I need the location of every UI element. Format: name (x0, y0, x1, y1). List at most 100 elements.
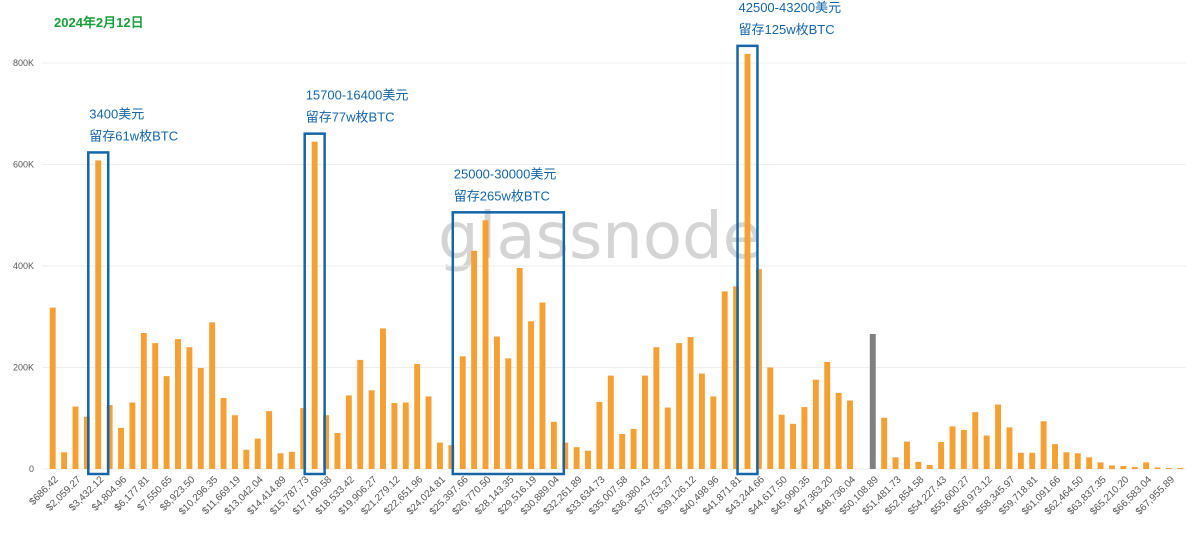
bar (368, 390, 375, 469)
bar (926, 464, 933, 469)
bar (402, 402, 409, 469)
bar (790, 423, 797, 469)
bar (1097, 462, 1104, 469)
annotations: 留存61w枚BTC 3400美元 留存77w枚BTC 15700-16400美元留存2… (87, 0, 842, 476)
bar (175, 339, 181, 469)
bar (448, 445, 455, 469)
y-tick-label: 800K (13, 58, 34, 68)
bar (1131, 466, 1138, 469)
bar (539, 302, 546, 469)
bar (1177, 467, 1184, 469)
bar (334, 432, 341, 469)
annotation-price-range: 42500-43200美元 (739, 0, 842, 15)
highlight-box (303, 132, 326, 476)
bar (414, 363, 421, 469)
bar (243, 449, 250, 469)
bar (835, 392, 842, 469)
bar (585, 450, 591, 469)
bar (493, 336, 500, 469)
bar (345, 395, 352, 469)
bar (881, 417, 888, 469)
bar (1120, 465, 1127, 469)
bar (653, 347, 660, 469)
bar (915, 461, 922, 469)
bar (459, 356, 466, 469)
bar (733, 286, 740, 469)
bar (630, 428, 637, 469)
current-price-bar (869, 334, 876, 469)
bar (436, 442, 443, 469)
bar (72, 406, 79, 469)
bar (425, 396, 432, 469)
bar (1154, 467, 1161, 469)
bar (231, 415, 238, 469)
bar (778, 414, 785, 469)
annotation-holding: 留存77w枚BTC (306, 110, 395, 125)
bar (311, 141, 318, 469)
annotation-holding: 留存265w枚BTC (454, 188, 550, 203)
bar (186, 347, 193, 469)
bar (801, 407, 808, 469)
bar (300, 408, 307, 469)
bar (277, 453, 284, 469)
bar (118, 427, 124, 469)
bar (550, 421, 557, 469)
bar (516, 268, 523, 469)
x-axis-ticks: $686.42$2,059.27$3,432.12$4,804.96$6,177… (27, 474, 1177, 517)
y-tick-label: 600K (13, 160, 34, 170)
bar (1017, 452, 1024, 469)
bar (129, 402, 136, 469)
date-label: 2024年2月12日 (54, 15, 144, 30)
bar (482, 220, 489, 469)
highlight-box (451, 211, 566, 476)
bar (892, 457, 899, 469)
bar (767, 367, 774, 469)
y-tick-label: 0 (29, 464, 34, 474)
highlight-box (736, 44, 759, 476)
bar (380, 328, 386, 469)
bar (949, 426, 956, 469)
bar (573, 447, 580, 469)
bar (1063, 452, 1070, 469)
bar (1006, 427, 1013, 469)
bar (607, 375, 614, 469)
annotation-price-range: 15700-16400美元 (306, 88, 409, 103)
bar (266, 411, 273, 469)
bar (847, 400, 853, 469)
bar (664, 407, 671, 469)
bar (812, 379, 819, 469)
bar (61, 452, 68, 469)
y-tick-label: 200K (13, 363, 34, 373)
bar (983, 435, 990, 469)
bar (744, 53, 751, 470)
bar (642, 375, 648, 469)
bar (903, 441, 910, 469)
bar (95, 160, 102, 469)
bar (49, 307, 56, 469)
bar (676, 343, 683, 469)
bar (1052, 444, 1058, 469)
annotation-holding: 留存61w枚BTC (89, 128, 178, 143)
bar (357, 359, 364, 469)
bar (710, 396, 717, 469)
bar (960, 429, 967, 469)
bar (938, 442, 945, 469)
bar (1029, 452, 1036, 469)
annotation-price-range: 3400美元 (89, 106, 144, 121)
bar (323, 415, 330, 469)
annotation-holding: 留存125w枚BTC (739, 22, 835, 37)
bar (687, 337, 694, 469)
bar (220, 397, 227, 469)
bar (471, 250, 478, 469)
bar (1086, 457, 1093, 469)
bar (106, 405, 113, 469)
bar (995, 404, 1002, 469)
highlight-box (87, 151, 110, 476)
bar (505, 358, 512, 469)
bar (619, 433, 626, 469)
bar (755, 269, 762, 469)
bar (698, 373, 705, 469)
bar (1143, 462, 1150, 469)
bar (562, 442, 569, 469)
bar (824, 361, 831, 469)
